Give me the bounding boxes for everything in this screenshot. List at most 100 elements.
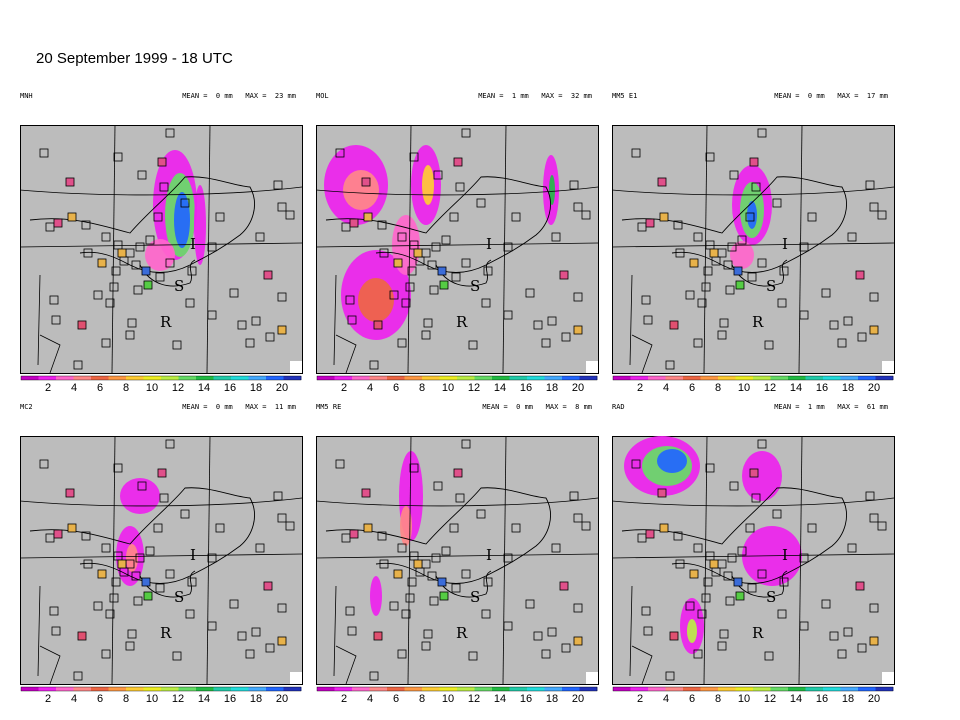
rain-gauge-station (561, 643, 571, 653)
rain-gauge-station (265, 332, 275, 342)
rain-gauge-station (397, 232, 407, 242)
colorbar-segment (509, 376, 528, 380)
rain-gauge-station (277, 202, 287, 212)
rain-gauge-station (703, 577, 713, 587)
rain-gauge-station (133, 596, 143, 606)
colorbar-frame (20, 375, 302, 381)
rain-gauge-station (869, 603, 879, 613)
rain-gauge-station (277, 292, 287, 302)
colorbar-segment (334, 687, 353, 691)
coastline (629, 585, 653, 685)
rain-gauge-station (369, 671, 379, 681)
colorbar-segment (683, 376, 701, 380)
rain-gauge-station (423, 629, 433, 639)
rain-gauge-station (685, 290, 695, 300)
precip-area (126, 544, 138, 572)
rain-gauge-station (573, 292, 583, 302)
rain-gauge-station (869, 513, 879, 523)
colorbar-segment (718, 687, 736, 691)
colorbar-segment (770, 687, 789, 691)
rain-gauge-station (277, 513, 287, 523)
rain-gauge-station (409, 152, 419, 162)
rain-gauge-station (431, 553, 441, 563)
rain-gauge-station (113, 152, 123, 162)
graticule-line (20, 553, 303, 559)
rain-gauge-station (777, 298, 787, 308)
colorbar-tick-label: 2 (341, 693, 347, 705)
precip-map-mol: I SR 2 4 6 8 10 12 14 16 18 20 (316, 125, 599, 394)
rain-gauge-station (349, 529, 359, 539)
rain-gauge-station (187, 577, 197, 587)
graticule-line (407, 125, 412, 374)
panel-stats: MEAN = 1 mm MAX = 32 mm (478, 92, 592, 100)
map-blank-corner (586, 672, 598, 684)
rain-gauge-station (77, 631, 87, 641)
colorbar-segment (283, 687, 302, 691)
rain-gauge-station (135, 553, 145, 563)
rain-gauge-station (705, 152, 715, 162)
rain-gauge-station (77, 320, 87, 330)
colorbar-segment (143, 376, 162, 380)
colorbar-segment (231, 687, 249, 691)
rain-gauge-station (83, 559, 93, 569)
colorbar-tick-label: 12 (468, 693, 480, 705)
rain-gauge-station (49, 606, 59, 616)
rain-gauge-station (180, 198, 190, 208)
colorbar-tick-label: 8 (715, 693, 721, 705)
rain-gauge-station (397, 543, 407, 553)
rain-gauge-station (255, 232, 265, 242)
panel-model-name: MM5 E1 (612, 92, 638, 100)
colorbar-segment (404, 687, 423, 691)
colorbar-tick-label: 2 (637, 693, 643, 705)
colorbar-segment (73, 376, 92, 380)
colorbar-segment (875, 687, 894, 691)
rain-gauge-station (143, 280, 153, 290)
colorbar-frame (316, 375, 598, 381)
map-region-label: S (470, 277, 480, 295)
colorbar-segment (648, 687, 666, 691)
rain-gauge-station (559, 270, 569, 280)
panel-model-name: MC2 (20, 403, 33, 411)
colorbar-segment (56, 687, 74, 691)
rain-gauge-station (641, 606, 651, 616)
colorbar-segment (352, 376, 370, 380)
rain-gauge-station (437, 577, 447, 587)
graticule-line (111, 436, 116, 685)
colorbar-tick-label: 6 (97, 693, 103, 705)
rain-gauge-station (673, 220, 683, 230)
rain-gauge-station (729, 170, 739, 180)
rain-gauge-station (581, 210, 591, 220)
rain-gauge-station (569, 180, 579, 190)
rain-gauge-station (427, 260, 437, 270)
rain-gauge-station (137, 170, 147, 180)
colorbar-tick-label: 14 (198, 693, 210, 705)
rain-gauge-station (437, 266, 447, 276)
colorbar-segment (579, 376, 598, 380)
rain-gauge-station (837, 338, 847, 348)
rain-gauge-station (245, 338, 255, 348)
rain-gauge-station (159, 182, 169, 192)
colorbar-segment (474, 687, 493, 691)
colorbar-segment (858, 376, 876, 380)
rain-gauge-station (779, 266, 789, 276)
rain-gauge-station (659, 523, 669, 533)
rain-gauge-station (145, 546, 155, 556)
colorbar-segment (38, 687, 57, 691)
rain-gauge-station (347, 315, 357, 325)
rain-gauge-station (735, 280, 745, 290)
rain-gauge-station (503, 310, 513, 320)
colorbar-segment (579, 687, 598, 691)
panel-title: MM5 RE MEAN = 0 mm MAX = 8 mm (316, 403, 598, 411)
rain-gauge-station (847, 232, 857, 242)
colorbar-tick-label: 20 (868, 382, 880, 394)
map-region-label: R (752, 624, 764, 642)
rain-gauge-station (573, 513, 583, 523)
colorbar-segment (369, 687, 388, 691)
rain-gauge-station (689, 569, 699, 579)
rain-gauge-station (185, 609, 195, 619)
colorbar-tick-label: 14 (494, 382, 506, 394)
colorbar-segment (700, 687, 719, 691)
colorbar-tick-label: 6 (689, 382, 695, 394)
colorbar-tick-label: 16 (816, 693, 828, 705)
rain-gauge-station (725, 596, 735, 606)
